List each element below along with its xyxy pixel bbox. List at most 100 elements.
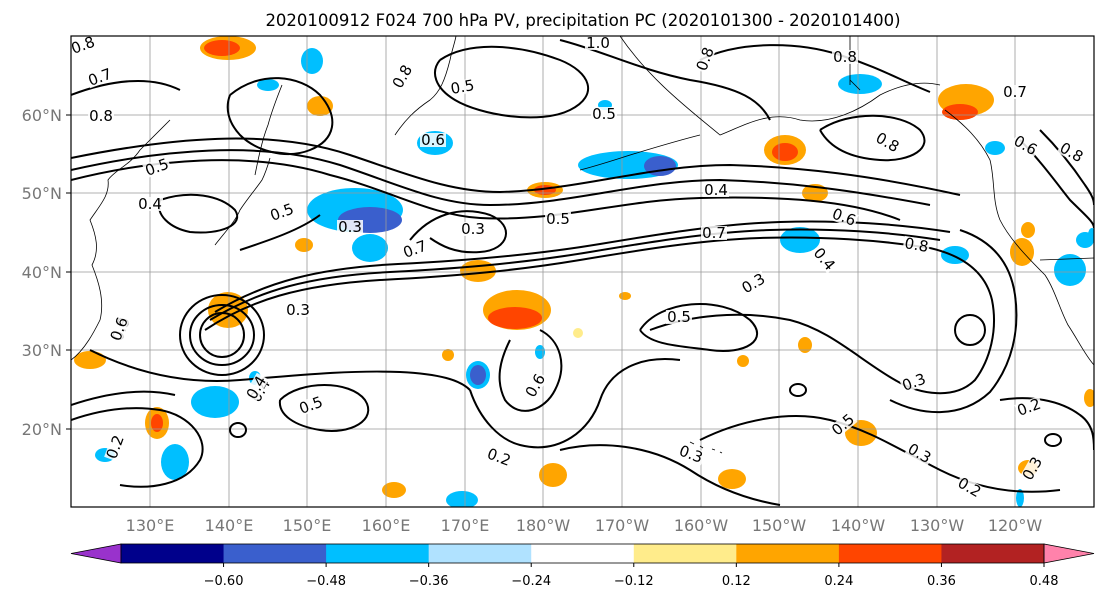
contour-label-bg bbox=[828, 410, 858, 439]
contour-label: 0.5 bbox=[592, 105, 616, 123]
contour-label: 0.8 bbox=[903, 234, 930, 256]
precipitation-shading bbox=[74, 36, 1094, 507]
precip-positive-blob bbox=[382, 482, 406, 498]
contour-label-bg bbox=[85, 66, 115, 89]
contour-label: 1.0 bbox=[586, 34, 610, 52]
precip-negative-blob bbox=[985, 141, 1005, 155]
contour-label: 0.3 bbox=[461, 220, 485, 238]
pv-contour bbox=[89, 349, 471, 391]
pv-contour bbox=[819, 114, 926, 162]
pv-contour bbox=[434, 45, 590, 119]
precip-negative-blob bbox=[1054, 254, 1086, 286]
lon-tick-label: 140°E bbox=[205, 516, 254, 535]
pv-contour bbox=[199, 312, 246, 358]
colorbar-label: 0.36 bbox=[927, 574, 956, 589]
contour-label-bg bbox=[591, 107, 617, 121]
contour-label-bg bbox=[832, 50, 858, 64]
colorbar-label: −0.24 bbox=[511, 574, 551, 589]
pv-contour bbox=[71, 149, 931, 207]
precip-negative-blob bbox=[838, 74, 882, 94]
precip-negative-blob bbox=[535, 345, 545, 359]
contour-label-bg bbox=[585, 36, 611, 50]
pv-contours bbox=[71, 39, 1094, 506]
contour-label-bg bbox=[954, 474, 985, 500]
lon-tick-label: 150°E bbox=[283, 516, 332, 535]
contour-label-bg bbox=[108, 314, 131, 344]
contour-label-bg bbox=[1019, 453, 1045, 484]
pv-contour bbox=[639, 303, 758, 352]
contour-label-bg bbox=[522, 370, 548, 401]
precip-negative-blob bbox=[301, 48, 323, 74]
contour-label: 0.4 bbox=[138, 195, 162, 213]
pv-contour bbox=[559, 444, 781, 506]
contour-label: 0.8 bbox=[89, 107, 113, 125]
pv-contour bbox=[1019, 139, 1094, 229]
lat-tick-label: 60°N bbox=[22, 106, 62, 125]
alaska-coast bbox=[619, 36, 941, 136]
precip-positive-blob bbox=[488, 307, 542, 329]
kamchatka-coast bbox=[394, 36, 457, 136]
contour-label: 0.5 bbox=[449, 76, 476, 98]
contour-label-bg bbox=[389, 61, 415, 92]
lon-tick-label: 180°W bbox=[516, 516, 571, 535]
precip-positive-blob bbox=[307, 96, 333, 116]
precip-positive-blob bbox=[798, 337, 812, 353]
precip-negative-blob bbox=[1088, 228, 1094, 242]
contour-label-bg bbox=[267, 201, 297, 224]
precip-positive-blob bbox=[204, 40, 240, 56]
gridlines bbox=[71, 36, 1094, 507]
precip-negative-blob bbox=[1016, 489, 1024, 507]
precip-negative-blob bbox=[470, 365, 486, 385]
contour-label-bg bbox=[420, 133, 446, 147]
north-america-coast bbox=[944, 109, 1094, 366]
colorbar-swatch bbox=[736, 544, 840, 563]
colorbar-extend-low bbox=[70, 543, 122, 564]
precip-negative-blob bbox=[780, 227, 820, 253]
pv-contour bbox=[409, 210, 507, 254]
contour-label-bg bbox=[71, 36, 98, 57]
lon-tick-label: 160°W bbox=[674, 516, 729, 535]
contour-label-bg bbox=[899, 371, 929, 394]
coastlines bbox=[71, 36, 1094, 454]
pv-contour bbox=[229, 422, 248, 438]
contour-label-bg bbox=[137, 197, 163, 211]
contour-label-bg bbox=[1014, 396, 1044, 419]
longitude-ticks: 130°E 140°E 150°E 160°E 170°E 180°W 170°… bbox=[126, 516, 1043, 535]
contour-label-bg bbox=[448, 77, 477, 97]
contour-label: 0.5 bbox=[546, 210, 570, 228]
latitude-ticks: 60°N 50°N 40°N 30°N 20°N bbox=[22, 106, 71, 439]
lon-tick-label: 170°W bbox=[595, 516, 650, 535]
lon-tick-label: 150°W bbox=[752, 516, 807, 535]
colorbar-swatch bbox=[531, 544, 635, 563]
contour-label-bg bbox=[484, 446, 514, 469]
contour-label-bg bbox=[676, 443, 706, 466]
pv-contour bbox=[71, 80, 181, 96]
contour-label-bg bbox=[1010, 132, 1041, 158]
pv-contour bbox=[239, 214, 321, 251]
contour-label: 0.3 bbox=[338, 218, 362, 236]
precip-positive-blob bbox=[442, 349, 454, 361]
pv-contour bbox=[1039, 129, 1094, 206]
colorbar-label: −0.12 bbox=[614, 574, 654, 589]
contour-label: 0.7 bbox=[702, 224, 726, 242]
map-title: 2020100912 F024 700 hPa PV, precipitatio… bbox=[265, 11, 900, 30]
pv-contour bbox=[649, 247, 995, 395]
lat-tick-label: 30°N bbox=[22, 341, 62, 360]
hawaii-islands bbox=[689, 441, 723, 454]
contour-label-bg bbox=[296, 394, 326, 417]
precip-positive-blob bbox=[539, 463, 567, 487]
pv-contour bbox=[789, 383, 808, 397]
pv-contour bbox=[158, 193, 239, 234]
pv-contour bbox=[498, 329, 563, 412]
precip-negative-blob bbox=[257, 79, 279, 91]
precip-positive-blob bbox=[1021, 222, 1035, 238]
contour-label-bg bbox=[243, 372, 269, 403]
colorbar-extend-high bbox=[1043, 543, 1095, 564]
lat-tick-label: 40°N bbox=[22, 263, 62, 282]
pv-contour bbox=[699, 415, 1061, 493]
lon-tick-label: 140°W bbox=[831, 516, 886, 535]
colorbar-label: 0.12 bbox=[722, 574, 751, 589]
precip-positive-blob bbox=[1084, 389, 1094, 407]
aleutian-islands bbox=[579, 134, 701, 171]
